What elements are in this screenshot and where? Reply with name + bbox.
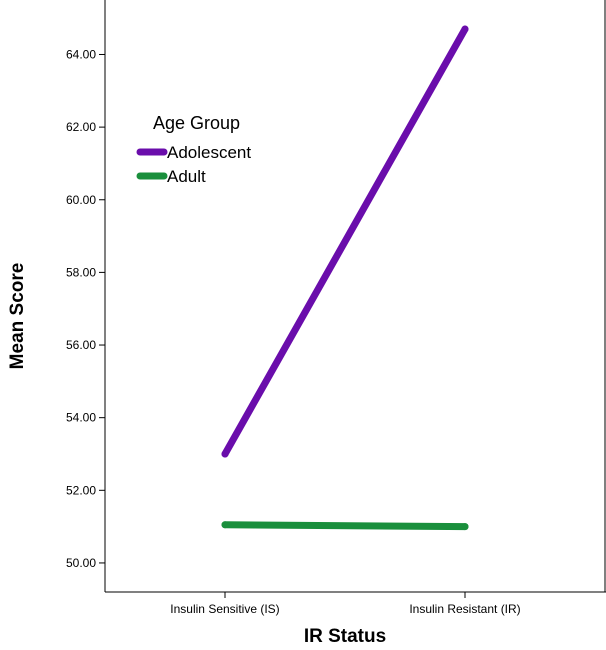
data-point-adult xyxy=(221,521,229,529)
x-tick-label: Insulin Resistant (IR) xyxy=(409,602,520,616)
legend: Age Group Adolescent Adult xyxy=(136,113,251,186)
y-tick-label: 52.00 xyxy=(66,483,96,497)
y-tick-label: 50.00 xyxy=(66,556,96,570)
series-line-adolescent xyxy=(221,25,469,458)
y-tick-label: 64.00 xyxy=(66,47,96,61)
y-ticks: 50.00 52.00 54.00 56.00 58.00 60.00 62.00 64.00 xyxy=(66,47,105,570)
legend-label-adult: Adult xyxy=(167,167,206,186)
y-axis-title: Mean Score xyxy=(7,263,28,370)
series-layer xyxy=(221,25,469,531)
legend-entries: Adolescent Adult xyxy=(136,143,251,186)
x-tick-label: Insulin Sensitive (IS) xyxy=(170,602,279,616)
data-point-adult xyxy=(461,523,469,531)
legend-title: Age Group xyxy=(153,113,240,133)
plot-frame xyxy=(104,0,606,593)
y-tick-label: 60.00 xyxy=(66,193,96,207)
x-axis-title: IR Status xyxy=(304,626,386,647)
data-point-adolescent xyxy=(461,25,469,33)
data-point-adolescent xyxy=(221,450,229,458)
legend-label-adolescent: Adolescent xyxy=(167,143,251,162)
y-tick-label: 62.00 xyxy=(66,120,96,134)
y-tick-label: 54.00 xyxy=(66,411,96,425)
series-line-adult xyxy=(221,521,469,531)
y-tick-label: 58.00 xyxy=(66,265,96,279)
y-tick-label: 56.00 xyxy=(66,338,96,352)
x-ticks: Insulin Sensitive (IS) Insulin Resistant … xyxy=(170,592,521,616)
